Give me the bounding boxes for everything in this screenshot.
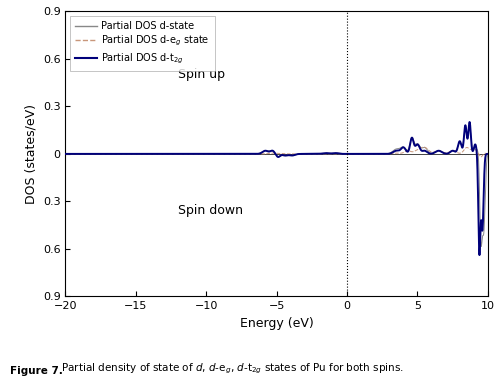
Legend: Partial DOS d-state, Partial DOS d-e$_g$ state, Partial DOS d-t$_{2g}$: Partial DOS d-state, Partial DOS d-e$_g$… <box>70 16 215 71</box>
Text: Partial density of state of $d$, $d$-e$_g$, $d$-t$_{2g}$ states of Pu for both s: Partial density of state of $d$, $d$-e$_… <box>58 362 404 376</box>
Y-axis label: DOS (states/eV): DOS (states/eV) <box>24 104 37 204</box>
Text: Spin down: Spin down <box>178 204 243 217</box>
Text: Figure 7.: Figure 7. <box>10 366 63 376</box>
Text: Spin up: Spin up <box>178 68 225 81</box>
X-axis label: Energy (eV): Energy (eV) <box>240 317 313 330</box>
